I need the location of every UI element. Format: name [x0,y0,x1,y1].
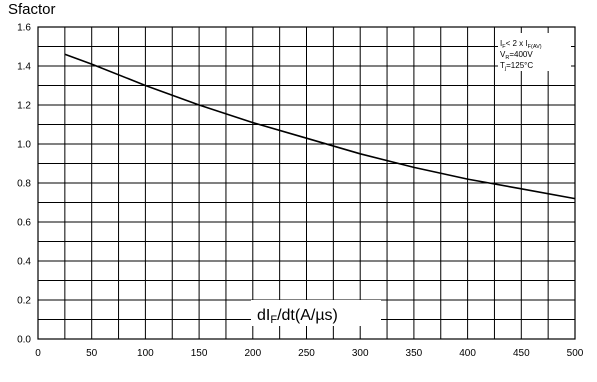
y-tick-label: 0.6 [17,218,31,229]
y-tick-label: 1.0 [17,140,31,151]
x-tick-label: 150 [191,348,208,359]
y-tick-label: 1.4 [17,62,31,73]
y-tick-label: 0.8 [17,179,31,190]
x-tick-label: 100 [137,348,154,359]
x-axis-label-box: dIF/dt(A/µs) [251,300,381,326]
y-tick-label: 0.2 [17,296,31,307]
legend-line-1: IF< 2 x IF(AV) [500,39,542,50]
plot-frame [37,26,576,340]
x-tick-label: 350 [406,348,423,359]
y-axis-label: Sfactor [8,1,56,18]
x-tick-label: 400 [459,348,476,359]
x-axis-label-background [251,300,381,326]
x-tick-label: 250 [298,348,315,359]
x-tick-label: 200 [244,348,261,359]
y-tick-label: 1.6 [17,23,31,34]
y-tick-label: 1.2 [17,101,31,112]
x-tick-label: 50 [86,348,98,359]
series-line [64,53,576,200]
y-tick-label: 0.4 [17,257,31,268]
legend-line-3: Tj=125°C [500,61,533,72]
grid-lines [37,26,576,340]
x-tick-label: 300 [352,348,369,359]
legend-line-2: VR=400V [500,50,533,61]
x-tick-label: 450 [513,348,530,359]
y-tick-labels: 0.0 0.2 0.4 0.6 0.8 1.0 1.2 1.4 1.6 [17,23,31,346]
x-tick-label: 0 [35,348,41,359]
x-tick-labels: 0 50 100 150 200 250 300 350 400 450 500 [35,348,584,359]
y-tick-label: 0.0 [17,335,31,346]
x-axis-label: dIF/dt(A/µs) [257,307,338,326]
legend-box: IF< 2 x IF(AV) VR=400V Tj=125°C [498,33,571,72]
series-group [64,53,576,200]
legend-background [498,33,571,71]
x-tick-label: 500 [567,348,584,359]
